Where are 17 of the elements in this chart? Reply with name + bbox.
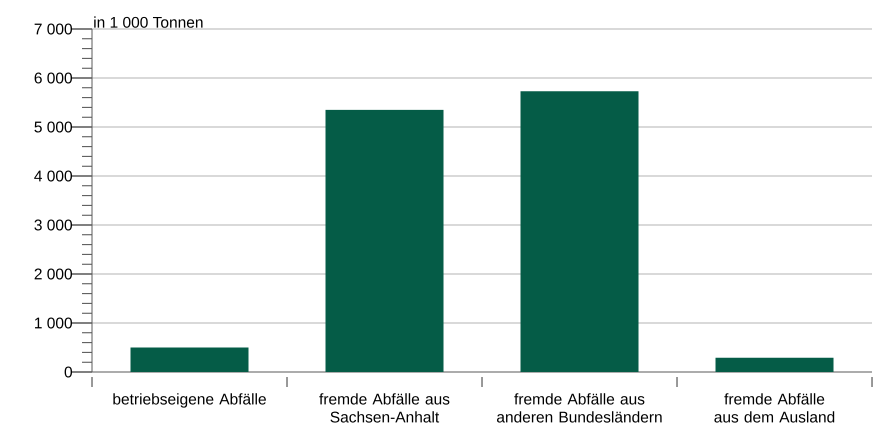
bar <box>520 91 639 372</box>
bar <box>130 348 249 372</box>
x-tick-label: fremde Abfälle aus dem Ausland <box>714 393 834 423</box>
y-tick-label: 1 000 <box>35 318 72 328</box>
y-tick-label: 2 000 <box>34 268 72 280</box>
x-tick-label: fremde Abfälle aus Sachsen-Anhalt <box>319 393 450 423</box>
y-tick-label: 6 000 <box>34 72 72 84</box>
y-tick-label: 5 000 <box>34 122 72 132</box>
y-tick-label: 4 000 <box>34 170 72 182</box>
y-tick-label: 3 000 <box>34 220 72 230</box>
y-axis-title: in 1 000 Tonnen <box>94 16 202 28</box>
y-tick-label: 7 000 <box>34 24 72 34</box>
x-tick-label: betriebseigene Abfälle <box>113 393 266 408</box>
bar <box>326 110 444 372</box>
x-tick-label: fremde Abfälle aus anderen Bundesländern <box>497 393 662 423</box>
bar <box>716 358 834 372</box>
y-tick-label: 0 <box>64 366 72 378</box>
